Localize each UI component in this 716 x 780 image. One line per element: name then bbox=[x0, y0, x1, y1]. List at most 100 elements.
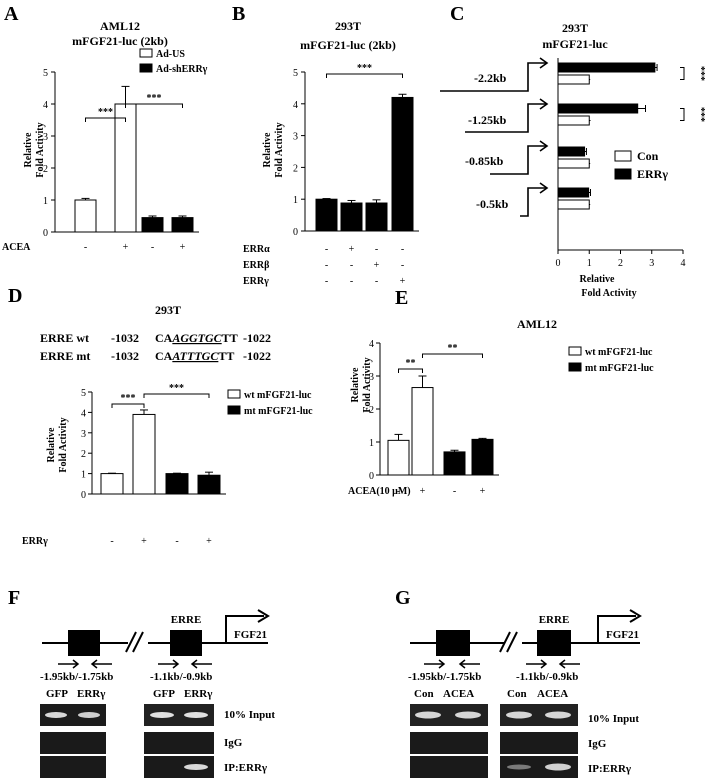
construct-arrow bbox=[440, 62, 546, 92]
lane-label: Con bbox=[507, 688, 527, 700]
gel-band bbox=[507, 764, 531, 770]
condition-mark: - bbox=[325, 244, 328, 255]
y-tick-label: 0 bbox=[293, 227, 298, 238]
significance-bracket bbox=[680, 67, 685, 80]
seq-mt-start: -1032 bbox=[111, 349, 139, 363]
bar bbox=[365, 202, 388, 232]
bar bbox=[557, 74, 590, 85]
bar bbox=[315, 198, 338, 232]
bar bbox=[100, 473, 124, 495]
y-tick-label: 5 bbox=[81, 388, 86, 399]
condition-mark: + bbox=[420, 486, 426, 497]
gel-band bbox=[150, 712, 174, 718]
y-tick-label: 3 bbox=[369, 372, 374, 383]
x-tick-label: 4 bbox=[681, 258, 686, 269]
y-tick-label: 4 bbox=[43, 100, 48, 111]
significance-bracket bbox=[125, 103, 183, 108]
y-tick-label: 3 bbox=[293, 132, 298, 143]
x-tick-label: 3 bbox=[649, 258, 654, 269]
condition-mark: - bbox=[151, 242, 154, 253]
bar bbox=[557, 103, 639, 114]
erre-box bbox=[537, 630, 571, 656]
seq-wt-end: -1022 bbox=[243, 331, 271, 345]
condition-mark: - bbox=[401, 244, 404, 255]
gel-input-left bbox=[410, 704, 488, 726]
gel-ip-right bbox=[144, 756, 214, 778]
gel-band bbox=[506, 711, 532, 719]
legend-label: mt mFGF21-luc bbox=[585, 363, 654, 374]
condition-mark: + bbox=[349, 244, 355, 255]
significance-bracket bbox=[111, 403, 145, 408]
legend-swatch bbox=[139, 63, 153, 73]
gel-band bbox=[184, 712, 208, 718]
condition-mark: + bbox=[206, 536, 212, 547]
gel-input-right bbox=[500, 704, 578, 726]
gel-band bbox=[184, 764, 208, 770]
chart-panel-c: 0 1 2 3 4 Relative Fold Activity -2.2kb -1.25kb -… bbox=[440, 57, 706, 299]
bar bbox=[197, 474, 221, 495]
significance-label: ** bbox=[448, 343, 458, 354]
legend-swatch bbox=[139, 48, 153, 58]
y-tick-label: 0 bbox=[81, 490, 86, 501]
panel-f-gel-blots: 10% Input IgG IP:ERRγ bbox=[40, 704, 275, 778]
erre-label: ERRE bbox=[539, 614, 570, 626]
upstream-box bbox=[436, 630, 470, 656]
gel-row-label: IP:ERRγ bbox=[224, 762, 267, 774]
y-tick-label: 1 bbox=[369, 438, 374, 449]
panel-a-title-1: AML12 bbox=[100, 19, 140, 33]
legend-label: Ad-shERRγ bbox=[156, 64, 208, 75]
primer-2-label: -1.1kb/-0.9kb bbox=[150, 671, 212, 683]
bar bbox=[114, 103, 137, 233]
condition-mark: - bbox=[453, 486, 456, 497]
y-tick-label: 5 bbox=[293, 68, 298, 79]
condition-mark: + bbox=[141, 536, 147, 547]
lane-label: Con bbox=[414, 688, 434, 700]
y-tick-label: 3 bbox=[81, 429, 86, 440]
gel-band bbox=[545, 711, 571, 719]
panel-c-title-1: 293T bbox=[562, 21, 588, 35]
panel-g-gel-blots: 10% Input IgG IP:ERRγ bbox=[410, 704, 639, 778]
legend-label: wt mFGF21-luc bbox=[244, 390, 312, 401]
panel-letter-c: C bbox=[450, 3, 464, 25]
lane-label: GFP bbox=[153, 688, 175, 700]
construct-arrow-head bbox=[539, 182, 549, 194]
gel-band bbox=[78, 712, 100, 718]
y-axis-label: RelativeFold Activity bbox=[350, 357, 373, 412]
significance-label: *** bbox=[695, 107, 706, 122]
chart-panel-d: 0 1 2 3 4 5 RelativeFold Activity ERRγ - + - + wt mF… bbox=[22, 383, 313, 547]
significance-bracket bbox=[326, 73, 403, 78]
construct-label: -2.2kb bbox=[474, 71, 507, 85]
lane-label: ACEA bbox=[537, 688, 568, 700]
construct-arrow-head bbox=[539, 140, 549, 152]
construct-arrow bbox=[465, 103, 546, 133]
legend-swatch bbox=[227, 389, 241, 399]
seq-mt-end: -1022 bbox=[243, 349, 271, 363]
legend-label: wt mFGF21-luc bbox=[585, 347, 653, 358]
bar bbox=[411, 387, 434, 476]
gel-row-label: 10% Input bbox=[588, 713, 639, 725]
significance-label: *** bbox=[169, 383, 184, 394]
bar bbox=[443, 451, 466, 476]
legend-swatch bbox=[614, 168, 632, 180]
construct-label: -1.25kb bbox=[468, 113, 507, 127]
condition-mark: + bbox=[374, 260, 380, 271]
lane-label: ERRγ bbox=[77, 688, 105, 700]
tss-arrow bbox=[597, 615, 636, 643]
y-tick-label: 2 bbox=[369, 405, 374, 416]
bar bbox=[557, 199, 590, 210]
bar bbox=[391, 96, 414, 232]
gel-row-label: IgG bbox=[588, 738, 607, 750]
panel-d-title: 293T bbox=[155, 303, 181, 317]
break-mark bbox=[125, 631, 137, 653]
panel-b-title-1: 293T bbox=[335, 19, 361, 33]
panel-letter-a: A bbox=[4, 3, 19, 25]
condition-mark: - bbox=[350, 260, 353, 271]
legend-label: mt mFGF21-luc bbox=[244, 406, 313, 417]
condition-row-label: ERRγ bbox=[22, 536, 48, 547]
condition-mark: - bbox=[325, 260, 328, 271]
condition-mark: - bbox=[175, 536, 178, 547]
legend-swatch bbox=[614, 150, 632, 162]
legend-swatch bbox=[227, 405, 241, 415]
gel-ip-left bbox=[410, 756, 488, 778]
y-tick-label: 1 bbox=[81, 470, 86, 481]
